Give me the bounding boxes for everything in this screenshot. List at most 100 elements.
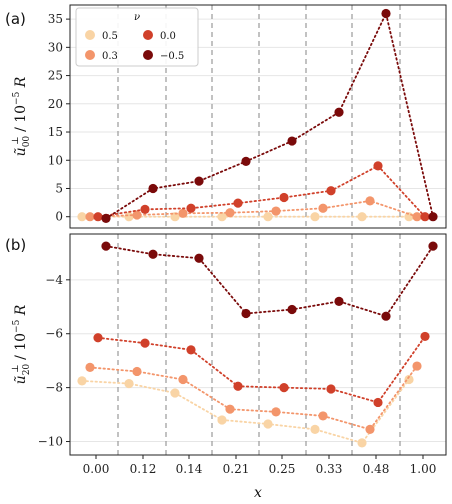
x-tick-label: 0.00 (83, 462, 110, 476)
data-point (85, 362, 95, 373)
series-line (105, 10, 434, 220)
series-line (97, 335, 426, 404)
data-point (334, 296, 344, 306)
panel-label: (a) (5, 10, 26, 28)
data-point (365, 196, 375, 206)
data-point (420, 331, 430, 342)
series-line (105, 245, 434, 318)
data-point (357, 438, 367, 448)
x-tick-label: 0.48 (363, 462, 390, 476)
data-point (271, 407, 281, 417)
data-point (365, 424, 375, 434)
data-point (194, 176, 204, 186)
x-tick-label: 0.33 (316, 462, 343, 476)
data-point (148, 183, 158, 194)
data-point (334, 107, 344, 117)
data-point (186, 345, 196, 355)
data-point (373, 397, 383, 408)
data-point (263, 212, 273, 222)
y-tick-label: 30 (48, 40, 63, 54)
data-point (186, 203, 196, 213)
data-point (178, 374, 188, 385)
data-point (310, 424, 320, 434)
legend-entry-label: 0.0 (160, 31, 176, 42)
y-tick-label: −6 (45, 327, 63, 341)
data-point (225, 208, 235, 218)
panel-b: −10 −8 −6 −4 (b) ũ20⊥ / 10−5 R 0.00 0.12 0.14 0.2… (5, 233, 447, 476)
data-point (326, 384, 336, 394)
data-point (77, 212, 87, 222)
legend-marker (85, 30, 95, 40)
data-point (241, 156, 251, 166)
data-point (279, 192, 289, 203)
y-tick-label: 35 (48, 12, 63, 26)
data-point (420, 212, 430, 222)
data-point (101, 213, 111, 224)
data-point (148, 249, 158, 259)
legend: ν 0.5 0.3 0.0 −0.5 (75, 7, 199, 67)
data-point (279, 383, 289, 393)
y-tick-label: 15 (48, 125, 63, 139)
x-tick-label: 0.12 (130, 462, 157, 476)
y-tick-label: −10 (38, 435, 63, 449)
y-tick-label: 10 (48, 153, 63, 167)
y-tick-label: −4 (45, 273, 63, 287)
data-point (428, 241, 438, 251)
x-axis-label: x (254, 485, 262, 501)
x-tick-label: 0.25 (269, 462, 296, 476)
data-point (132, 210, 142, 220)
plot-frame (69, 233, 447, 456)
y-tick-label: 20 (48, 97, 63, 111)
series-line (81, 378, 410, 444)
data-point (357, 212, 367, 222)
panel-a: 0 5 10 15 20 25 30 35 (a) ũ00⊥ / 10−5 R (5, 4, 447, 229)
data-point (93, 333, 103, 343)
data-point (404, 374, 414, 385)
legend-marker (85, 50, 95, 60)
x-tick-label: 1.00 (410, 462, 437, 476)
data-point (318, 411, 328, 421)
data-point (412, 212, 422, 222)
data-point (194, 253, 204, 263)
data-point (428, 212, 438, 222)
data-point (101, 241, 111, 251)
series-line (89, 199, 418, 218)
y-tick-label: 5 (55, 181, 63, 195)
data-point (124, 378, 134, 389)
data-point (217, 212, 227, 222)
legend-box (75, 7, 199, 67)
data-point (140, 204, 150, 214)
data-point (412, 361, 422, 371)
data-point (271, 206, 281, 216)
data-point (124, 212, 134, 222)
data-point (140, 338, 150, 348)
panel-label: (b) (5, 236, 26, 254)
legend-entry-label: 0.5 (102, 31, 118, 42)
data-point (170, 388, 180, 398)
data-point (287, 304, 297, 315)
data-point (225, 404, 235, 414)
series-line (97, 164, 426, 218)
y-axis-label: ũ00⊥ / 10−5 R (11, 76, 32, 156)
data-point (85, 212, 95, 222)
data-point (132, 366, 142, 377)
series-line (89, 365, 418, 431)
legend-marker (143, 50, 153, 60)
x-tick-label: 0.21 (223, 462, 250, 476)
x-tick-label: 0.14 (176, 462, 203, 476)
y-axis-label: ũ20⊥ / 10−5 R (11, 304, 32, 384)
data-point (241, 308, 251, 319)
data-point (326, 186, 336, 196)
data-point (93, 212, 103, 222)
data-point (233, 198, 243, 208)
data-point (381, 8, 391, 19)
data-point (77, 376, 87, 386)
legend-entry-label: 0.3 (102, 51, 118, 62)
y-tick-label: 25 (48, 69, 63, 83)
data-point (310, 212, 320, 222)
data-point (318, 203, 328, 213)
data-point (217, 415, 227, 425)
legend-marker (143, 30, 153, 40)
plot-frame (69, 4, 447, 229)
